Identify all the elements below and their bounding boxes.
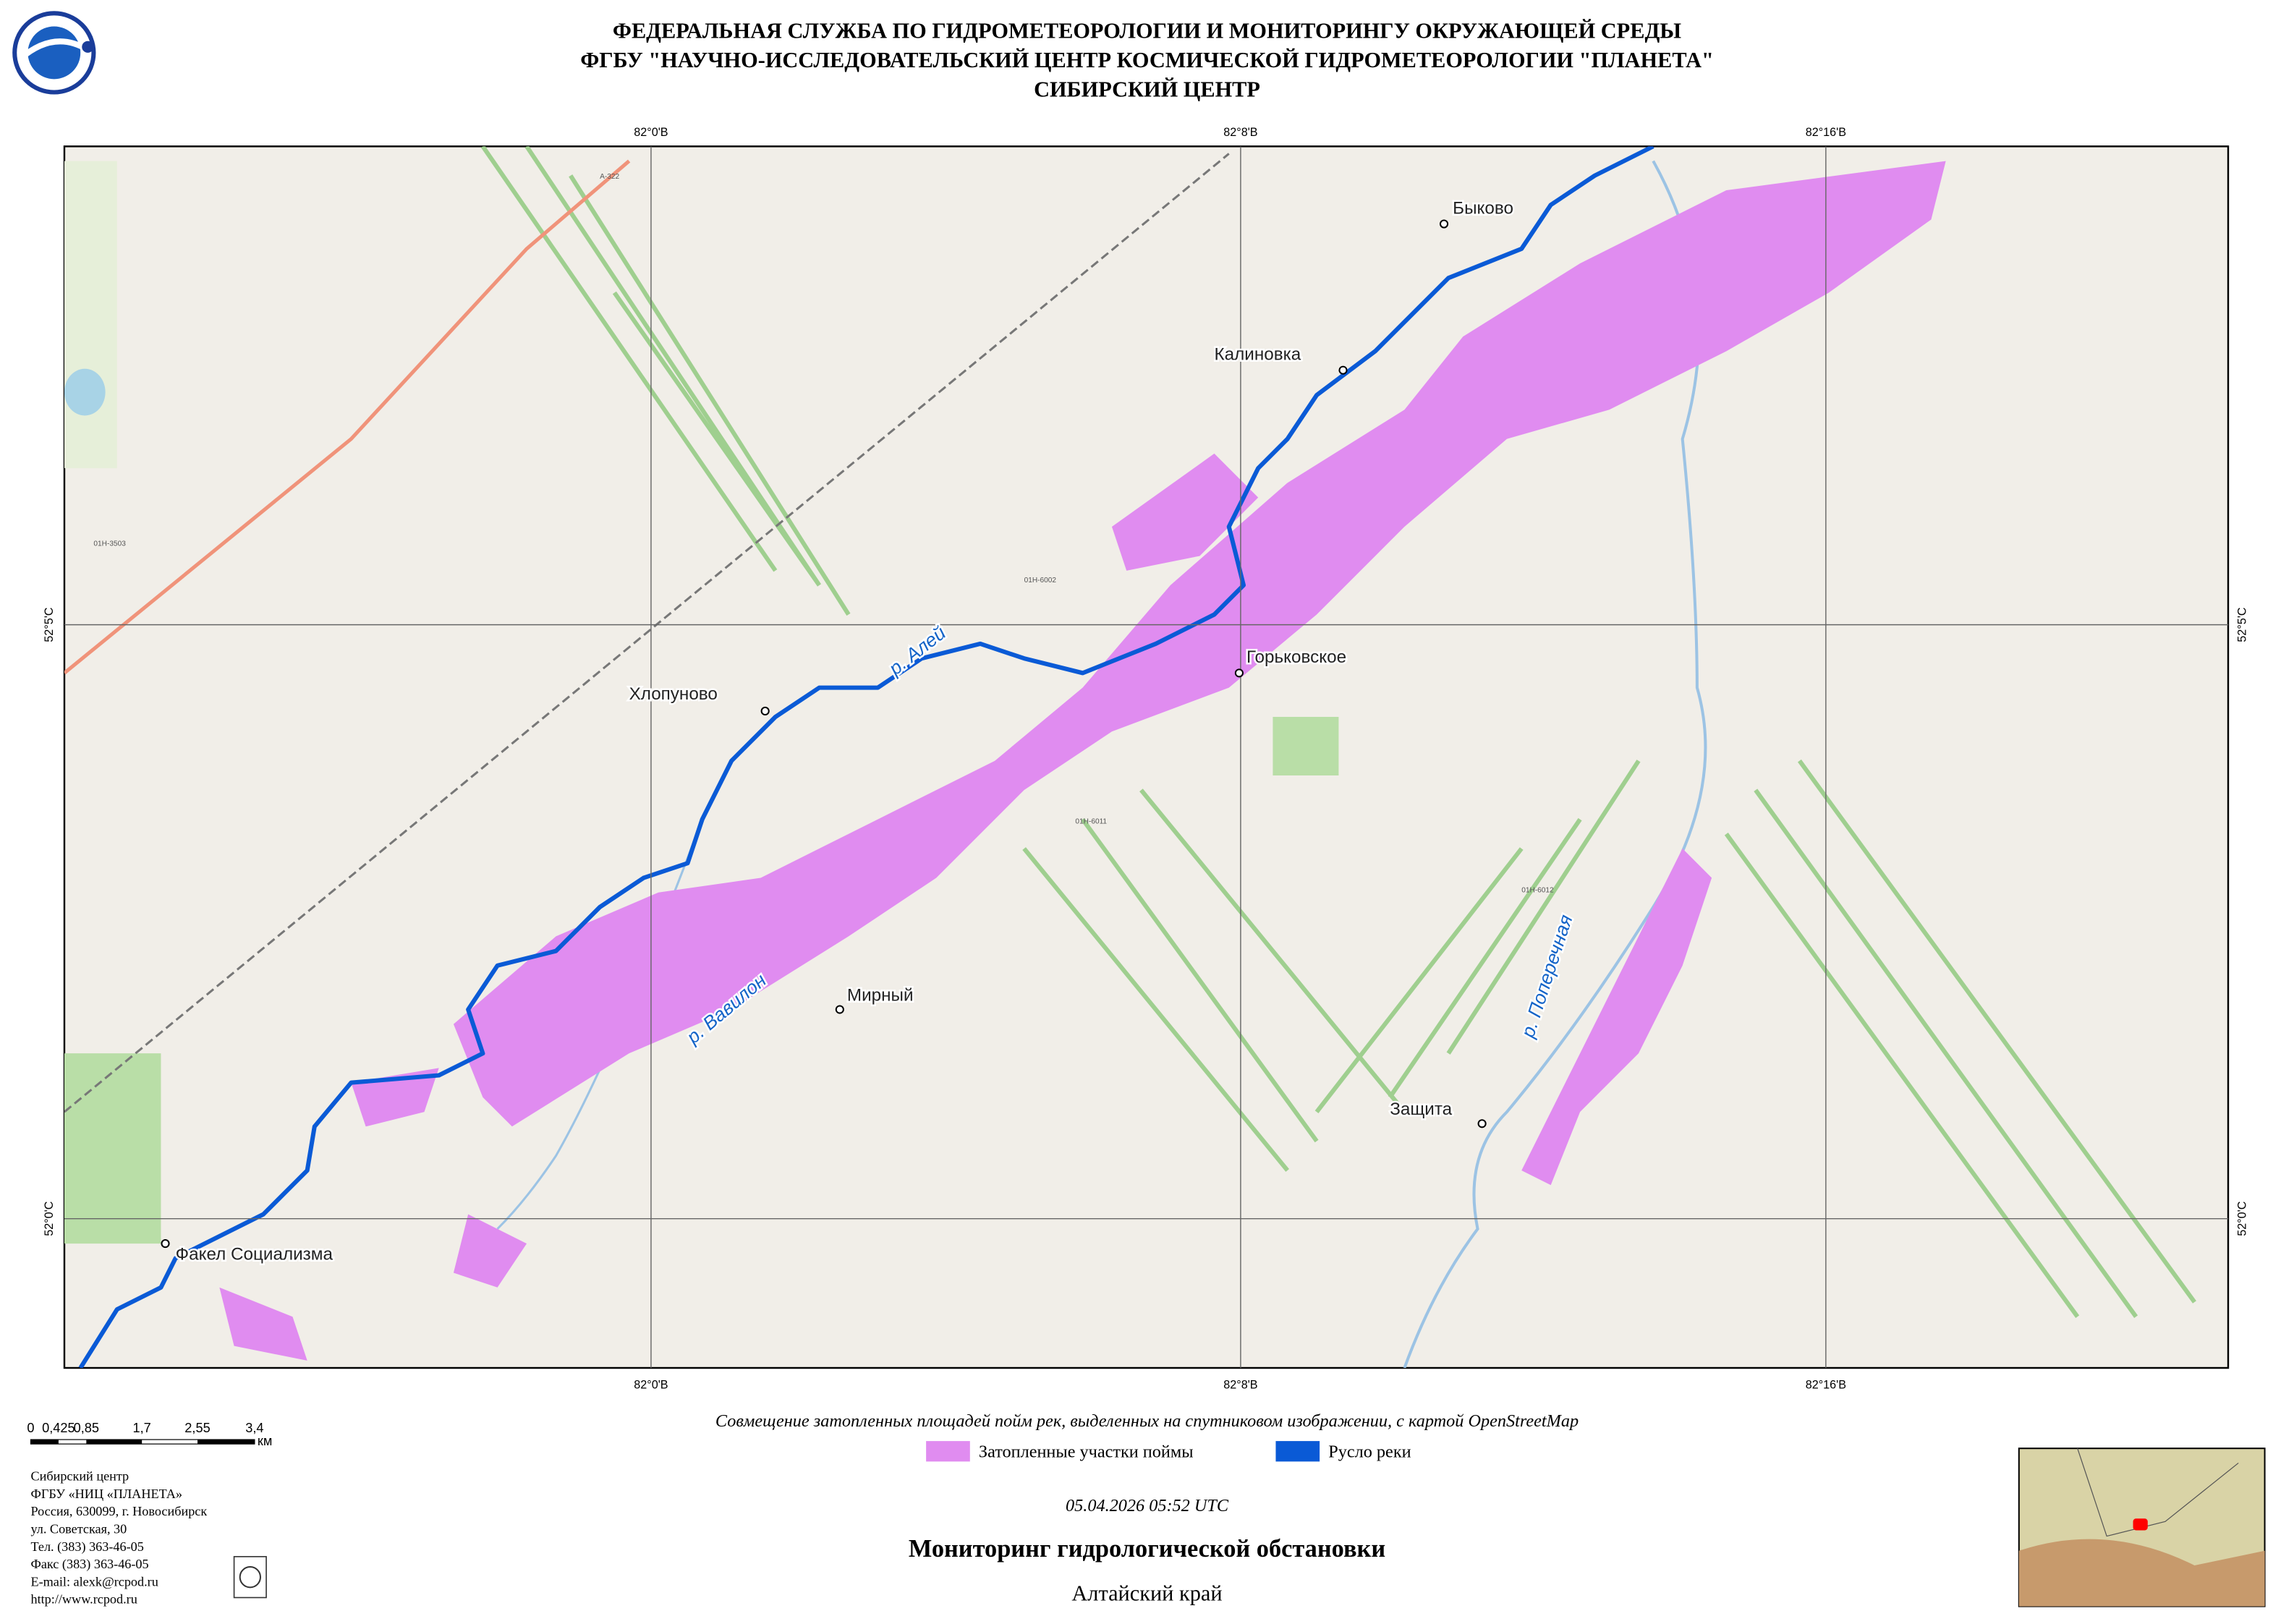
railway [64, 153, 1230, 1113]
contact-line: Сибирский центр [30, 1469, 129, 1484]
contact-line: ФГБУ «НИЦ «ПЛАНЕТА» [30, 1487, 182, 1501]
iso-badge [233, 1556, 267, 1599]
legend-label: Затопленные участки поймы [979, 1442, 1194, 1461]
river-channel [78, 146, 1654, 1368]
road-label: 01Н-6012 [1521, 887, 1554, 895]
graticule [64, 146, 2228, 1368]
place-label: Защита [1390, 1100, 1452, 1119]
road [64, 159, 631, 675]
scale-tick: 1,7 [133, 1421, 151, 1435]
inset-map [2018, 1447, 2266, 1607]
logo [12, 11, 96, 95]
place-label: Хлопуново [629, 684, 718, 704]
lon-label: 82°16'В [1806, 1378, 1846, 1391]
map: Быково Калиновка Горьковское Хлопуново М… [43, 126, 2248, 1391]
place-label: Быково [1453, 198, 1513, 218]
road-label: 01Н-3503 [93, 540, 126, 548]
contact-line: Россия, 630099, г. Новосибирск [30, 1504, 207, 1518]
place-label: Мирный [847, 985, 914, 1005]
date: 05.04.2026 05:52 UTC [1066, 1496, 1229, 1515]
lat-label: 52°0'С [2235, 1201, 2248, 1236]
map-frame [63, 145, 2230, 1369]
lon-label: 82°0'В [634, 126, 668, 139]
legend: Затопленные участки поймы Русло реки [926, 1441, 1411, 1462]
contact-line: Факс (383) 363-46-05 [30, 1557, 148, 1572]
region: Алтайский край [1071, 1581, 1222, 1606]
header-line: ФЕДЕРАЛЬНАЯ СЛУЖБА ПО ГИДРОМЕТЕОРОЛОГИИ … [613, 19, 1681, 43]
scale-bar: 0 0,425 0,85 1,7 2,55 3,4 км [27, 1421, 272, 1448]
place-label: Горьковское [1246, 647, 1346, 667]
legend-swatch [926, 1441, 970, 1462]
lon-label: 82°8'В [1223, 126, 1257, 139]
header-line: ФГБУ "НАУЧНО-ИССЛЕДОВАТЕЛЬСКИЙ ЦЕНТР КОС… [580, 48, 1714, 72]
contact-line: Тел. (383) 363-46-05 [30, 1539, 143, 1555]
legend-swatch [1275, 1441, 1320, 1462]
header-line: СИБИРСКИЙ ЦЕНТР [1034, 77, 1260, 102]
contact-line: http://www.rcpod.ru [30, 1592, 137, 1607]
place-label: Факел Социализма [176, 1244, 334, 1264]
scale-tick: 0 [27, 1421, 34, 1435]
caption: Совмещение затопленных площадей пойм рек… [715, 1411, 1579, 1431]
legend-label: Русло реки [1328, 1442, 1411, 1461]
lat-label: 52°0'С [43, 1201, 56, 1236]
contact-line: E-mail: alexk@rcpod.ru [30, 1574, 158, 1589]
scale-tick: 0,425 [42, 1421, 75, 1435]
road-label: 01Н-6002 [1024, 577, 1057, 584]
scale-unit: км [258, 1434, 272, 1448]
lon-label: 82°0'В [634, 1378, 668, 1391]
lon-label: 82°8'В [1223, 1378, 1257, 1391]
scale-tick: 2,55 [184, 1421, 210, 1435]
contact-line: ул. Советская, 30 [30, 1522, 127, 1536]
contacts: Сибирский центр ФГБУ «НИЦ «ПЛАНЕТА» Росс… [30, 1469, 207, 1607]
scale-tick: 3,4 [245, 1421, 263, 1435]
flooded-areas [219, 161, 1946, 1361]
road-label: А-322 [600, 173, 619, 181]
place-label: Калиновка [1215, 345, 1301, 365]
lat-label: 52°5'С [2235, 607, 2248, 642]
forest-strips [64, 146, 2196, 1318]
footer-title: Мониторинг гидрологической обстановки [909, 1535, 1385, 1563]
lon-label: 82°16'В [1806, 126, 1846, 139]
field [64, 161, 117, 469]
scale-tick: 0,85 [74, 1421, 99, 1435]
road-label: 01Н-6011 [1075, 818, 1107, 826]
lat-label: 52°5'С [43, 607, 56, 642]
lake [64, 368, 106, 416]
settlement-points [161, 219, 1487, 1249]
